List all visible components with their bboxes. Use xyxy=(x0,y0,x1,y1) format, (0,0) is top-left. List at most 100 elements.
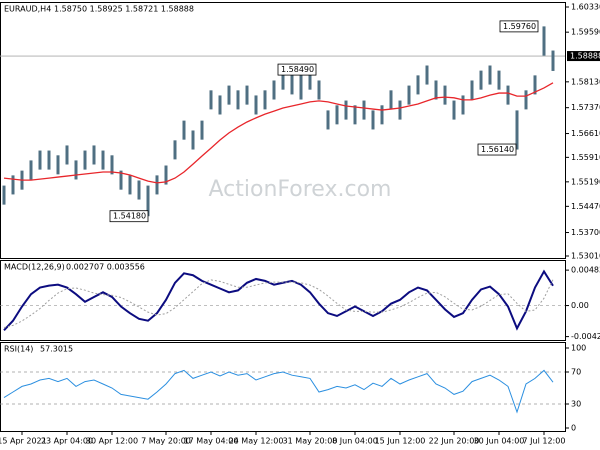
x-tick-label: 8 Jun 04:00 xyxy=(332,437,378,446)
y-tick-label: -0.004237 xyxy=(571,332,600,341)
price-bar xyxy=(290,75,294,95)
annotation-box xyxy=(477,143,517,156)
price-bar xyxy=(110,155,114,175)
price-bar xyxy=(56,155,60,175)
x-tick-label: 7 Jul 12:00 xyxy=(523,437,566,446)
rsi-subtitle: 57.3015 xyxy=(40,345,73,354)
annotation-box xyxy=(109,210,149,223)
price-bar xyxy=(371,110,375,130)
price-bar xyxy=(164,165,168,185)
x-tick-label: 31 May 20:00 xyxy=(283,437,338,446)
price-bar xyxy=(29,160,33,180)
price-bar xyxy=(83,150,87,170)
annotation-label: 1.59760 xyxy=(503,22,536,31)
price-bar xyxy=(209,90,213,110)
y-tick-label: 0.004837 xyxy=(571,266,600,275)
y-tick-label: 1.57370 xyxy=(571,103,600,112)
last-price-label: 1.58888 xyxy=(570,52,600,61)
price-bar xyxy=(182,120,186,140)
annotation-label: 1.54180 xyxy=(113,212,146,221)
price-bar xyxy=(398,100,402,120)
price-bar xyxy=(353,105,357,125)
x-tick-label: 24 May 12:00 xyxy=(229,437,284,446)
price-bar xyxy=(317,80,321,100)
price-bar xyxy=(335,105,339,125)
y-tick-label: 1.59590 xyxy=(571,28,600,37)
price-bar xyxy=(380,105,384,125)
price-bar xyxy=(425,65,429,85)
price-bar xyxy=(173,140,177,160)
y-tick-label: 1.55910 xyxy=(571,153,600,162)
rsi-title: RSI(14) xyxy=(4,345,33,354)
price-bar xyxy=(497,70,501,90)
y-tick-label: 1.56610 xyxy=(571,129,600,138)
price-bar xyxy=(38,150,42,170)
price-bar xyxy=(128,175,132,195)
x-tick-label: 15 Apr 2021 xyxy=(0,437,47,446)
price-bar xyxy=(308,70,312,90)
price-bar xyxy=(155,175,159,195)
indicator-line xyxy=(3,279,554,329)
x-tick-label: 30 Apr 12:00 xyxy=(86,437,138,446)
chart-title: EURAUD,H4 xyxy=(4,5,51,14)
x-tick-label: 7 May 20:00 xyxy=(141,437,191,446)
price-bar xyxy=(200,120,204,140)
indicator-line xyxy=(3,269,554,331)
y-tick-label: 1.58130 xyxy=(571,77,600,86)
macd-title: MACD(12,26,9) xyxy=(4,263,65,272)
macd-panel xyxy=(0,260,566,341)
moving-average xyxy=(3,82,554,184)
price-panel xyxy=(0,2,566,259)
price-bar xyxy=(146,185,150,217)
price-bar xyxy=(434,80,438,100)
x-tick-label: 22 Jun 20:00 xyxy=(429,437,480,446)
annotation-box xyxy=(277,63,317,76)
rsi-panel xyxy=(0,342,566,432)
annotation-label: 1.56140 xyxy=(481,145,514,154)
price-bar xyxy=(416,75,420,95)
annotation-label: 1.58490 xyxy=(281,65,314,74)
price-bar xyxy=(443,85,447,105)
price-bar xyxy=(236,90,240,110)
price-bar xyxy=(461,95,465,115)
macd-subtitle: 0.002707 0.003556 xyxy=(66,263,145,272)
price-bar xyxy=(524,90,528,110)
y-tick-label: 1.55190 xyxy=(571,177,600,186)
price-bar xyxy=(74,160,78,180)
price-bar xyxy=(470,80,474,100)
price-bar xyxy=(47,150,51,170)
x-tick-label: 23 Apr 04:00 xyxy=(41,437,93,446)
y-tick-label: 1.53010 xyxy=(571,252,600,261)
price-bar xyxy=(101,150,105,170)
y-tick-label: 70 xyxy=(571,368,581,377)
price-bar xyxy=(65,145,69,165)
price-bar xyxy=(299,69,303,100)
y-tick-label: 1.53700 xyxy=(571,228,600,237)
price-bar xyxy=(254,95,258,115)
price-bar xyxy=(362,100,366,120)
price-bar xyxy=(488,65,492,85)
price-bar xyxy=(11,175,15,195)
price-bar xyxy=(389,90,393,110)
price-bar xyxy=(137,180,141,200)
price-bar xyxy=(92,145,96,165)
price-bar xyxy=(191,130,195,150)
price-bar xyxy=(479,70,483,90)
price-bar xyxy=(263,90,267,110)
price-bar xyxy=(227,85,231,105)
price-bar xyxy=(533,75,537,95)
price-bar xyxy=(281,70,285,90)
price-bar xyxy=(551,50,555,71)
y-tick-label: 100 xyxy=(571,344,586,353)
chart-subtitle: 1.58750 1.58925 1.58721 1.58888 xyxy=(54,5,194,14)
x-tick-label: 30 Jun 04:00 xyxy=(474,437,525,446)
last-price-box xyxy=(567,51,600,62)
watermark: ActionForex.com xyxy=(209,177,392,202)
indicator-line xyxy=(3,369,554,414)
price-bar xyxy=(452,100,456,120)
price-bar xyxy=(2,185,6,205)
y-tick-label: 0 xyxy=(571,424,576,433)
x-tick-label: 15 Jun 12:00 xyxy=(375,437,426,446)
price-bar xyxy=(218,95,222,115)
